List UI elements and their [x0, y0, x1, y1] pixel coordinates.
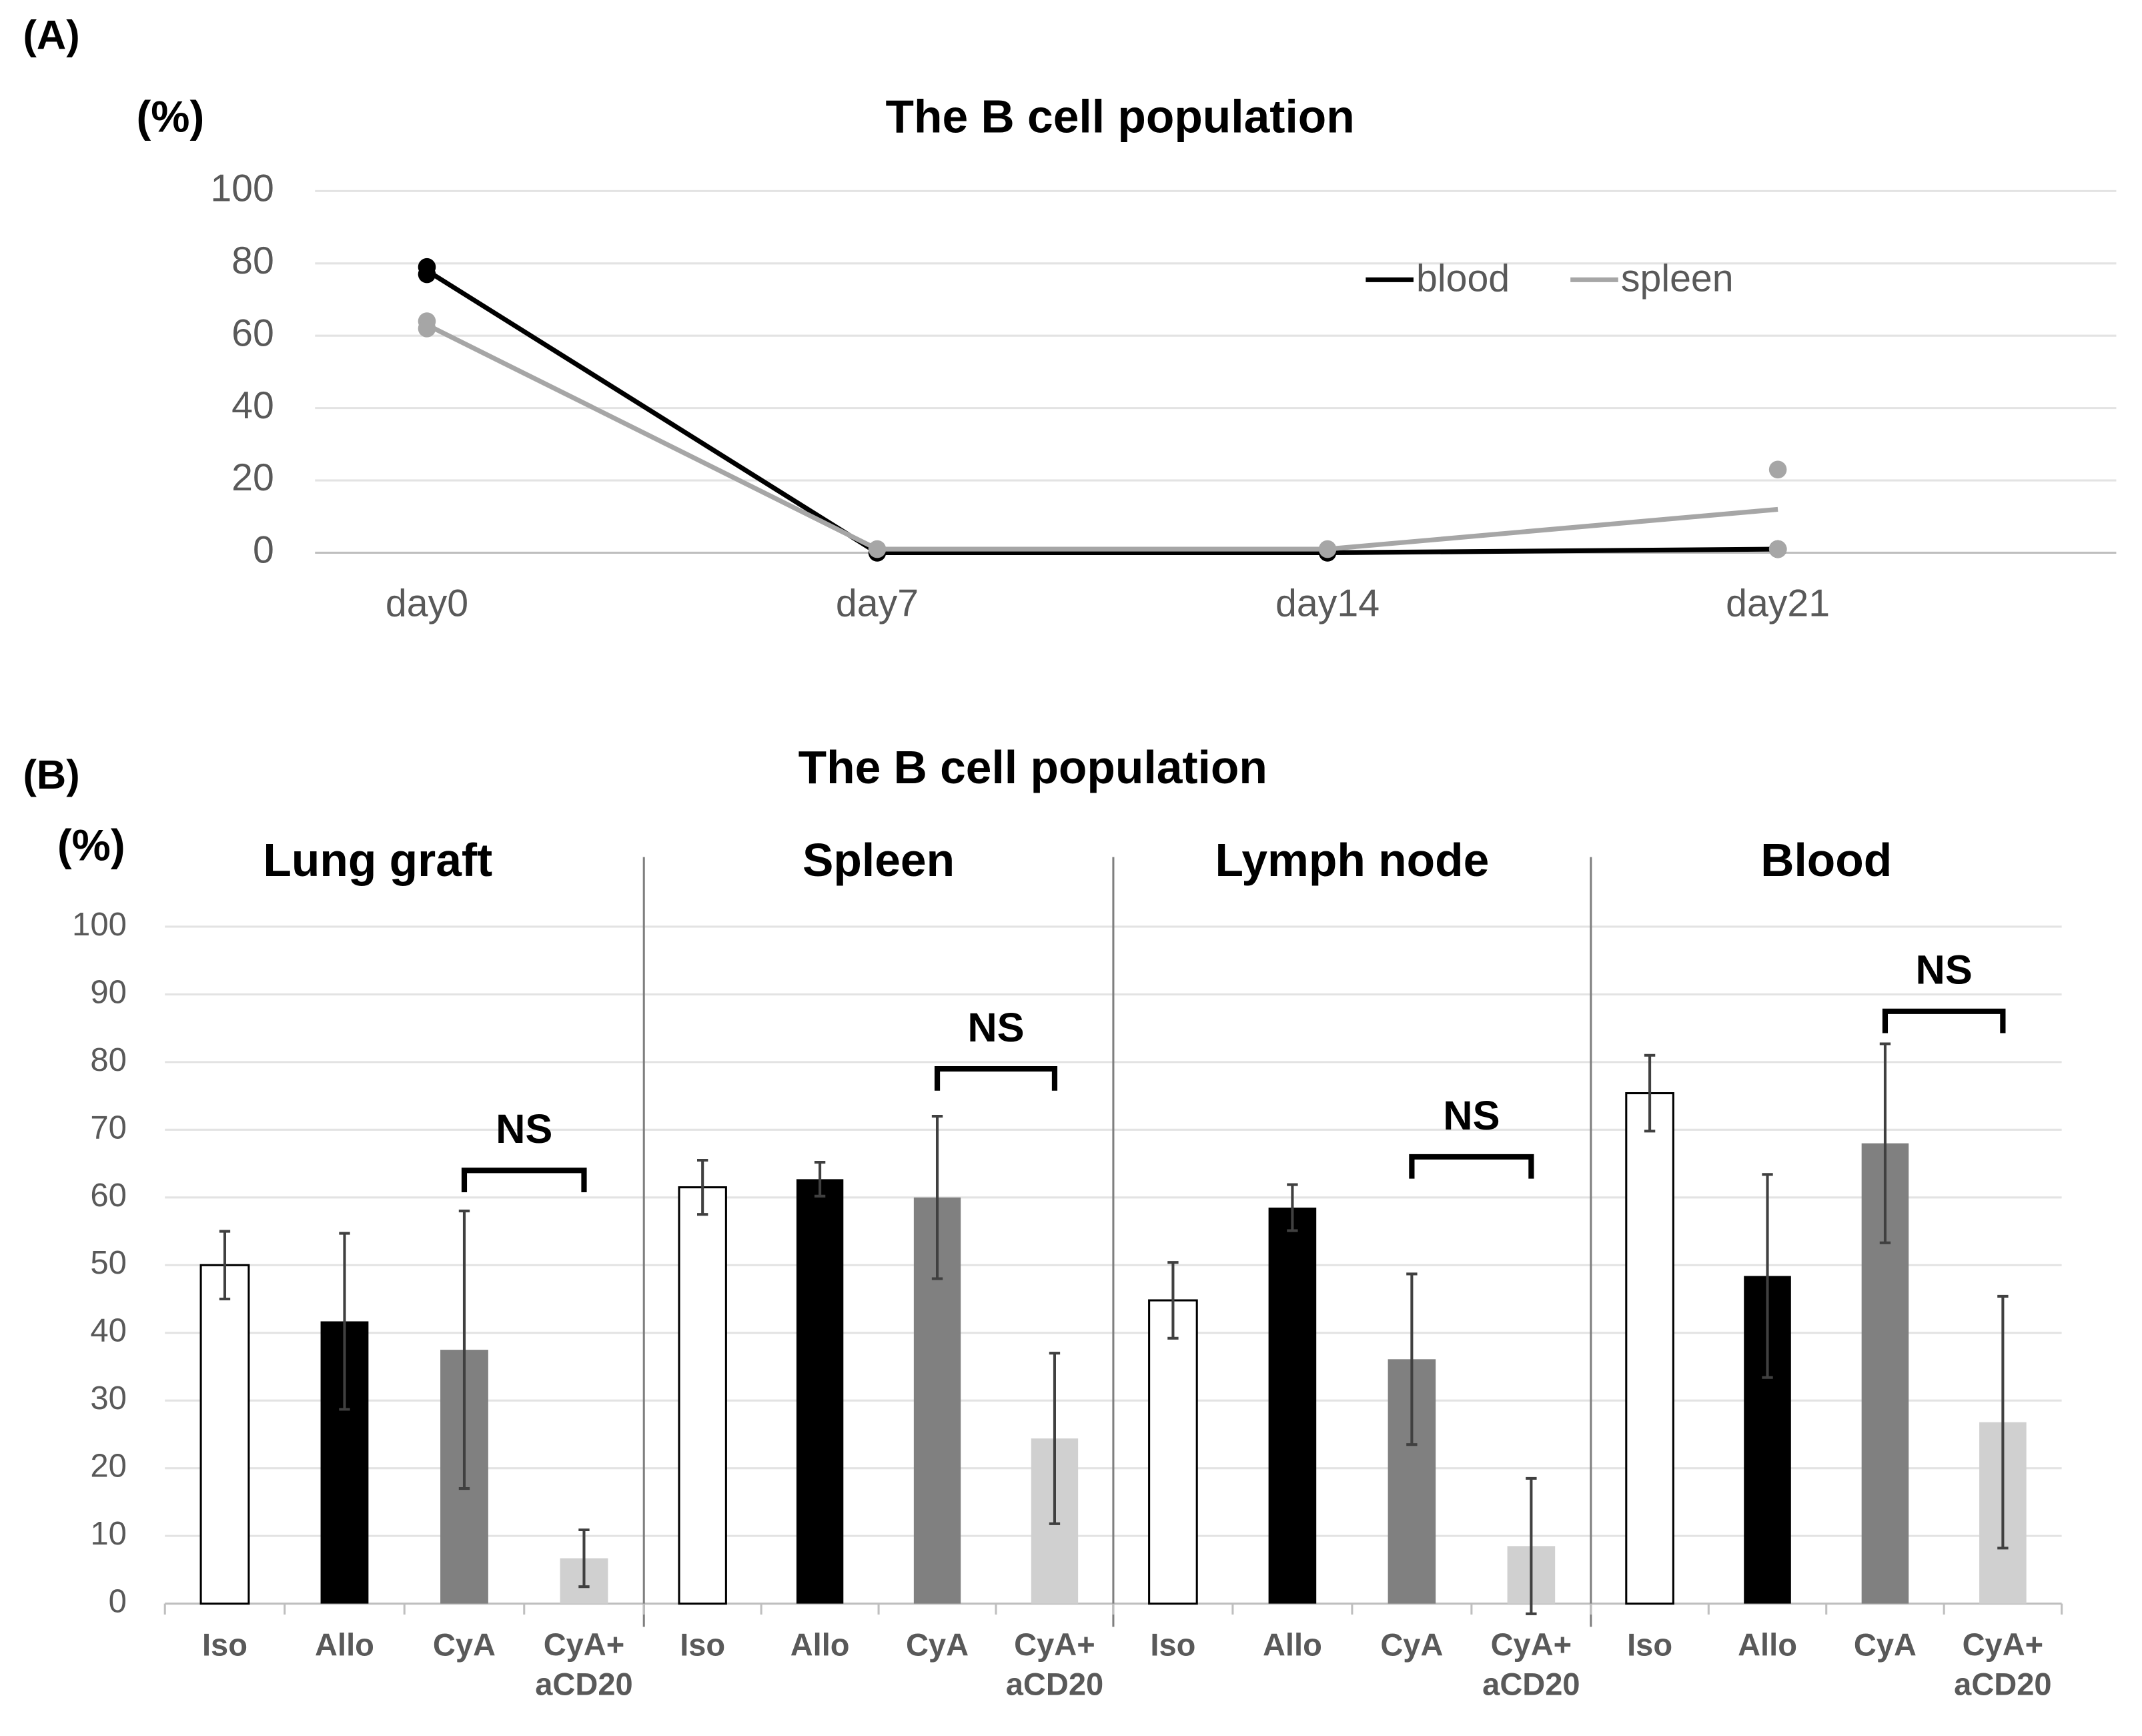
- y-tick-label: 0: [253, 529, 274, 572]
- y-tick-label: 80: [231, 240, 274, 282]
- x-tick-label: Allo: [1263, 1627, 1322, 1662]
- bar: [199, 1264, 250, 1605]
- error-bar: [219, 1230, 231, 1301]
- x-tick-label: Iso: [202, 1627, 247, 1662]
- panel-title: Blood: [1760, 834, 1892, 886]
- significance-label: NS: [496, 1106, 552, 1152]
- x-tick-label: CyA: [433, 1627, 496, 1662]
- data-point: [1768, 460, 1787, 479]
- x-tick-label: day14: [1275, 582, 1380, 624]
- significance-label: NS: [1916, 947, 1973, 993]
- error-bar: [1644, 1053, 1656, 1133]
- x-tick-label: Iso: [1627, 1627, 1672, 1662]
- y-axis-label: (%): [137, 92, 205, 141]
- x-tick-label: CyA: [1854, 1627, 1917, 1662]
- x-tick-label: CyA: [1380, 1627, 1443, 1662]
- panel-title: Lymph node: [1215, 834, 1489, 886]
- bar: [678, 1186, 727, 1605]
- x-tick-label: Iso: [1150, 1627, 1195, 1662]
- x-tick-label: Allo: [790, 1627, 850, 1662]
- y-tick-label: 80: [90, 1042, 127, 1078]
- x-tick-label: CyA+ aCD20: [535, 1627, 632, 1701]
- y-tick-label: 0: [109, 1584, 127, 1620]
- y-tick-label: 100: [72, 907, 127, 943]
- error-bar: [814, 1161, 826, 1198]
- data-point: [418, 320, 436, 338]
- x-tick-label: CyA+ aCD20: [1954, 1627, 2051, 1701]
- error-bar: [931, 1115, 943, 1280]
- y-tick-label: 40: [231, 384, 274, 427]
- significance-bracket: [1409, 1154, 1534, 1179]
- bar: [1148, 1299, 1198, 1605]
- y-tick-label: 30: [90, 1380, 127, 1416]
- error-bar: [1287, 1183, 1298, 1232]
- bar: [1625, 1092, 1674, 1605]
- error-bar: [1762, 1173, 1773, 1379]
- error-bar: [1997, 1294, 2009, 1550]
- significance-bracket: [934, 1065, 1058, 1091]
- error-bar: [339, 1232, 350, 1411]
- chart-title: The B cell population: [886, 90, 1355, 142]
- significance-label: NS: [967, 1005, 1024, 1051]
- y-axis-label: (%): [57, 821, 125, 870]
- chart-title: The B cell population: [798, 741, 1267, 793]
- line-series: [426, 268, 1778, 556]
- x-tick-label: CyA: [906, 1627, 969, 1662]
- bar: [796, 1179, 844, 1604]
- x-tick-label: Allo: [1738, 1627, 1797, 1662]
- x-tick-label: day7: [836, 582, 919, 624]
- y-tick-label: 10: [90, 1516, 127, 1552]
- error-bar: [458, 1210, 470, 1490]
- y-tick-label: 20: [231, 456, 274, 499]
- data-point: [868, 540, 887, 558]
- x-tick-label: day21: [1726, 582, 1830, 624]
- y-tick-label: 90: [90, 974, 127, 1010]
- data-point: [418, 265, 436, 284]
- error-bar: [578, 1528, 590, 1589]
- significance-bracket: [1882, 1008, 2006, 1033]
- error-bar: [1526, 1476, 1537, 1615]
- significance-label: NS: [1443, 1093, 1500, 1139]
- legend-label: spleen: [1621, 258, 1734, 300]
- data-point: [1768, 540, 1787, 558]
- line-series: [426, 322, 1778, 552]
- x-tick-label: day0: [386, 582, 468, 624]
- panel-title: Lung graft: [263, 834, 492, 886]
- x-tick-label: Allo: [315, 1627, 374, 1662]
- y-tick-label: 50: [90, 1245, 127, 1281]
- y-tick-label: 40: [90, 1313, 127, 1349]
- error-bar: [1406, 1272, 1418, 1446]
- legend-label: blood: [1416, 258, 1510, 300]
- x-tick-label: CyA+ aCD20: [1006, 1627, 1103, 1701]
- y-tick-label: 100: [210, 167, 274, 210]
- panel-label: (B): [23, 752, 79, 798]
- data-point: [1318, 540, 1337, 558]
- error-bar: [1049, 1352, 1061, 1525]
- y-tick-label: 20: [90, 1448, 127, 1484]
- panel-label: (A): [23, 12, 79, 58]
- x-tick-label: Iso: [680, 1627, 725, 1662]
- error-bar: [697, 1158, 708, 1216]
- error-bar: [1879, 1042, 1891, 1244]
- significance-bracket: [461, 1168, 587, 1192]
- y-tick-label: 70: [90, 1110, 127, 1146]
- panel-title: Spleen: [802, 834, 955, 886]
- y-tick-label: 60: [231, 312, 274, 354]
- x-tick-label: CyA+ aCD20: [1482, 1627, 1580, 1701]
- bar: [1268, 1208, 1317, 1604]
- error-bar: [1167, 1261, 1179, 1340]
- y-tick-label: 60: [90, 1178, 127, 1214]
